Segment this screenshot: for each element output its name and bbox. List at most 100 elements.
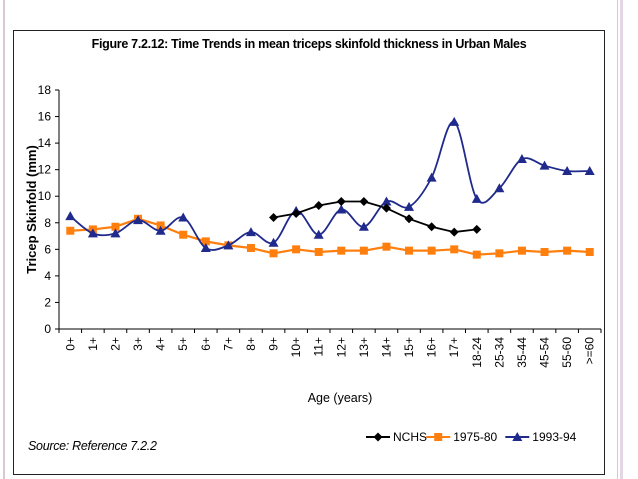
- x-tick-label: >=60: [583, 337, 597, 365]
- data-point-nchs: [449, 227, 459, 237]
- chart-title: Figure 7.2.12: Time Trends in mean trice…: [91, 37, 527, 51]
- slide-border-right-band: [620, 0, 623, 479]
- data-point-1993-94: [87, 228, 98, 238]
- data-point-1975-80: [246, 244, 255, 253]
- data-point-nchs: [269, 212, 279, 222]
- y-tick-label: 14: [38, 136, 52, 150]
- data-point-1975-80: [450, 245, 459, 254]
- data-point-1993-94: [381, 196, 392, 206]
- y-axis-title: Tricep Skinfold (mm): [24, 145, 39, 274]
- source-note: Source: Reference 7.2.2: [28, 439, 157, 453]
- data-point-1993-94: [223, 240, 234, 250]
- data-point-1975-80: [201, 237, 210, 246]
- x-tick-label: 5+: [176, 337, 190, 351]
- data-point-1975-80: [292, 245, 301, 254]
- y-tick-label: 0: [44, 322, 51, 336]
- data-point-1975-80: [585, 247, 594, 256]
- data-point-1975-80: [359, 246, 368, 255]
- data-point-1993-94: [336, 204, 347, 214]
- data-point-1993-94: [584, 165, 595, 175]
- y-tick-label: 12: [38, 163, 52, 177]
- x-tick-label: 45-54: [538, 337, 552, 368]
- x-tick-label: 3+: [131, 337, 145, 351]
- data-point-1975-80: [156, 221, 165, 230]
- legend-marker-1993-94: [512, 432, 523, 441]
- legend-label-1975-80: 1975-80: [453, 430, 497, 444]
- data-point-1975-80: [517, 246, 526, 255]
- slide-border-left: [3, 0, 5, 479]
- data-point-1975-80: [472, 250, 481, 259]
- data-point-1975-80: [314, 247, 323, 256]
- data-point-1993-94: [110, 228, 121, 238]
- data-point-1975-80: [337, 246, 346, 255]
- data-point-1975-80: [405, 246, 414, 255]
- x-tick-label: 12+: [334, 337, 348, 357]
- x-tick-label: 11+: [312, 337, 326, 356]
- data-point-1993-94: [313, 229, 324, 239]
- line-chart: 0 2 4 6 8 10 12 14 16 18 0+ 1+ 2+ 3+ 4+ 5+ 6+ 7+ 8+ 9+ 10+ 11…: [24, 83, 602, 444]
- x-tick-label: 7+: [221, 337, 235, 351]
- x-tick-label: 25-34: [492, 337, 506, 368]
- legend-label-1993-94: 1993-94: [532, 430, 576, 444]
- data-point-1993-94: [404, 201, 415, 211]
- legend-marker-nchs: [373, 432, 383, 442]
- data-point-1975-80: [179, 230, 188, 239]
- data-point-1993-94: [449, 116, 460, 126]
- x-tick-label: 4+: [154, 337, 168, 351]
- x-tick-label: 9+: [267, 337, 281, 351]
- x-tick-label: 15+: [402, 337, 416, 357]
- data-point-nchs: [427, 222, 437, 232]
- data-point-1993-94: [494, 183, 505, 193]
- series-line-1993-94: [69, 120, 590, 251]
- y-tick-label: 2: [44, 295, 51, 309]
- data-point-1993-94: [200, 243, 211, 253]
- data-point-1993-94: [539, 160, 550, 170]
- data-point-1975-80: [540, 247, 549, 256]
- x-tick-label: 18-24: [470, 337, 484, 368]
- data-point-1975-80: [563, 246, 572, 255]
- y-tick-label: 4: [44, 269, 51, 283]
- x-tick-label: 35-44: [515, 337, 529, 368]
- chart-frame: Figure 7.2.12: Time Trends in mean trice…: [13, 30, 605, 475]
- data-point-1993-94: [358, 221, 369, 231]
- data-point-nchs: [404, 214, 414, 224]
- slide-border-right: [617, 0, 618, 479]
- data-point-1975-80: [495, 249, 504, 258]
- data-point-1975-80: [269, 249, 278, 258]
- data-point-1993-94: [178, 212, 189, 222]
- x-tick-label: 10+: [289, 337, 303, 357]
- x-tick-label: 16+: [425, 337, 439, 357]
- data-point-1993-94: [133, 215, 144, 225]
- legend-marker-1975-80: [434, 433, 443, 441]
- y-tick-label: 18: [38, 83, 52, 97]
- data-point-1975-80: [427, 246, 436, 255]
- data-point-1993-94: [245, 227, 256, 237]
- y-tick-label: 8: [44, 216, 51, 230]
- data-point-nchs: [359, 197, 369, 207]
- data-point-1993-94: [155, 225, 166, 235]
- y-tick-label: 16: [38, 110, 52, 124]
- data-point-1993-94: [268, 237, 279, 247]
- data-point-1993-94: [516, 154, 527, 164]
- x-tick-label: 13+: [357, 337, 371, 357]
- data-point-1993-94: [562, 165, 573, 175]
- y-tick-label: 10: [38, 189, 52, 203]
- x-tick-label: 14+: [379, 337, 393, 357]
- x-tick-label: 17+: [447, 337, 461, 357]
- x-tick-label: 8+: [244, 337, 258, 351]
- data-point-nchs: [291, 208, 301, 218]
- y-tick-label: 6: [44, 242, 51, 256]
- data-point-1975-80: [111, 222, 120, 231]
- x-tick-label: 1+: [86, 337, 100, 351]
- data-point-1993-94: [471, 193, 482, 203]
- data-point-nchs: [381, 203, 391, 213]
- x-tick-label: 0+: [63, 337, 77, 351]
- data-point-nchs: [314, 201, 324, 211]
- data-point-1993-94: [426, 172, 437, 182]
- data-point-1975-80: [382, 242, 391, 251]
- x-axis-title: Age (years): [308, 391, 373, 405]
- x-tick-label: 2+: [108, 337, 122, 351]
- series-line-nchs: [273, 200, 477, 233]
- data-point-1993-94: [65, 211, 76, 221]
- legend-label-nchs: NCHS: [393, 430, 427, 444]
